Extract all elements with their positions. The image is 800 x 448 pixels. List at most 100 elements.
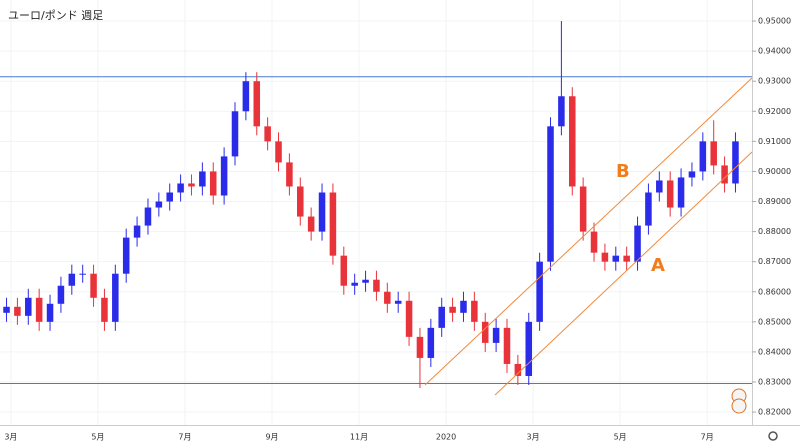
x-tick-label: 7月 (701, 433, 714, 442)
candle-body (35, 297, 43, 322)
annotation: B (616, 161, 630, 182)
candle-body (155, 201, 163, 208)
candle-body (645, 192, 652, 226)
candle-body (481, 321, 489, 343)
candle-body (220, 156, 228, 196)
channel-line (424, 77, 753, 386)
candle-body (547, 126, 554, 262)
candle-body (46, 303, 54, 322)
candle-body (25, 297, 32, 316)
annotation: A (651, 255, 665, 276)
plot (0, 21, 752, 389)
y-tick-label: 0.88000 (758, 227, 791, 236)
candle-body (590, 231, 598, 253)
candle-body (601, 252, 609, 262)
candle-body (634, 225, 641, 262)
candle-body (732, 141, 739, 184)
x-tick-label: 3月 (4, 433, 17, 442)
y-tick-label: 0.93000 (758, 77, 791, 86)
candle-body (514, 363, 522, 376)
y-tick-label: 0.85000 (758, 317, 791, 326)
candle-body (666, 180, 674, 208)
candle-body (253, 81, 261, 127)
y-tick-label: 0.94000 (758, 47, 791, 56)
candle-body (394, 300, 402, 304)
candle-body (177, 183, 184, 193)
candle-body (525, 321, 533, 376)
candle-body (623, 255, 630, 262)
icon[interactable] (731, 398, 747, 414)
x-tick-label: 9月 (265, 433, 278, 442)
candle-body (286, 162, 293, 187)
y-tick-label: 0.83000 (758, 377, 791, 386)
candle-body (14, 306, 21, 316)
candle-body (297, 186, 304, 217)
candle-body (199, 171, 206, 187)
candle-body (373, 279, 380, 292)
candle-body (699, 141, 707, 172)
candle-body (721, 165, 728, 184)
candle-body (351, 282, 358, 286)
candle-body (427, 327, 435, 358)
y-tick-label: 0.86000 (758, 287, 791, 296)
y-tick-label: 0.95000 (758, 17, 791, 26)
candle-body (688, 171, 696, 178)
candle-body (68, 273, 76, 286)
candle-body (329, 192, 337, 256)
candle-body (579, 186, 587, 232)
candle-body (492, 327, 500, 343)
x-tick-label: 5月 (91, 433, 104, 442)
y-tick-label: 0.82000 (758, 408, 791, 417)
y-tick-label: 0.87000 (758, 257, 791, 266)
candle-body (122, 237, 130, 274)
x-tick-label: 11月 (350, 433, 368, 442)
candle-body (558, 96, 565, 127)
y-tick-label: 0.90000 (758, 167, 791, 176)
y-tick-label: 0.91000 (758, 137, 791, 146)
y-tick-label: 0.92000 (758, 107, 791, 116)
candle-body (384, 291, 391, 304)
candle-body (188, 183, 195, 187)
x-tick-label: 3月 (527, 433, 540, 442)
candle-body (460, 300, 467, 313)
candle-body (275, 141, 282, 163)
candle-body (438, 306, 445, 328)
candle-body (90, 273, 97, 298)
candle-body (677, 177, 685, 208)
candle-body (264, 126, 271, 142)
candle-body (612, 255, 620, 262)
settings-icon[interactable] (768, 431, 778, 441)
candle-body (416, 336, 424, 358)
x-tick-label: 7月 (178, 433, 191, 442)
candle-body (471, 300, 478, 322)
candle-body (362, 279, 369, 283)
y-tick-label: 0.84000 (758, 347, 791, 356)
candle-body (209, 171, 217, 196)
chart-title: ユーロ/ポンド 週足 (8, 9, 103, 22)
candle-body (710, 141, 717, 166)
candle-body (3, 306, 10, 313)
y-tick-label: 0.89000 (758, 197, 791, 206)
candle-body (340, 255, 348, 286)
candle-body (166, 192, 173, 202)
candle-body (57, 285, 65, 304)
channel-line (494, 151, 753, 396)
candle-body (79, 273, 86, 275)
candle-body (536, 261, 543, 322)
candle-body (503, 327, 511, 364)
candle-body (133, 225, 141, 238)
candle-body (318, 192, 326, 232)
x-tick-label: 5月 (614, 433, 627, 442)
candle-body (656, 180, 663, 193)
candle-body (231, 111, 239, 157)
candle-body (242, 81, 250, 112)
candle-body (449, 306, 456, 313)
x-tick-label: 2020 (436, 433, 456, 442)
candle-body (101, 297, 108, 322)
candle-body (307, 216, 315, 232)
candle-body (405, 300, 413, 337)
candle-body (144, 207, 152, 226)
candle-body (569, 96, 576, 187)
